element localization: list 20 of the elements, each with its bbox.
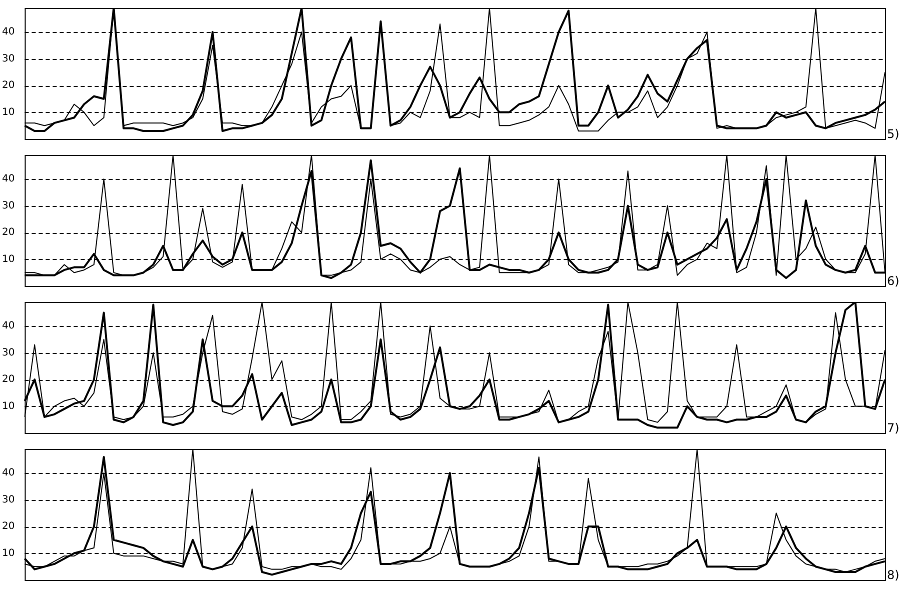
text: 7) [887, 421, 900, 436]
y-tick-label: 30 [2, 200, 15, 212]
y-tick-label: 10 [2, 254, 15, 265]
y-tick-label: 40 [2, 320, 15, 332]
y-tick-label: 30 [2, 53, 15, 64]
y-tick-label: 40 [2, 174, 15, 185]
y-tick-label: 40 [2, 26, 15, 38]
y-tick-label: 10 [2, 106, 15, 118]
y-tick-label: 30 [2, 494, 15, 506]
y-tick-label: 10 [2, 548, 15, 559]
y-tick-label: 10 [2, 400, 15, 412]
y-tick-label: 20 [2, 521, 15, 532]
y-tick-label: 20 [2, 374, 15, 386]
text: 5) [887, 127, 900, 142]
y-tick-label: 30 [2, 347, 15, 358]
y-tick-label: 20 [2, 80, 15, 92]
y-tick-label: 20 [2, 227, 15, 238]
y-tick-label: 40 [2, 468, 15, 479]
text: 8) [887, 568, 900, 582]
text: 6) [887, 274, 900, 288]
